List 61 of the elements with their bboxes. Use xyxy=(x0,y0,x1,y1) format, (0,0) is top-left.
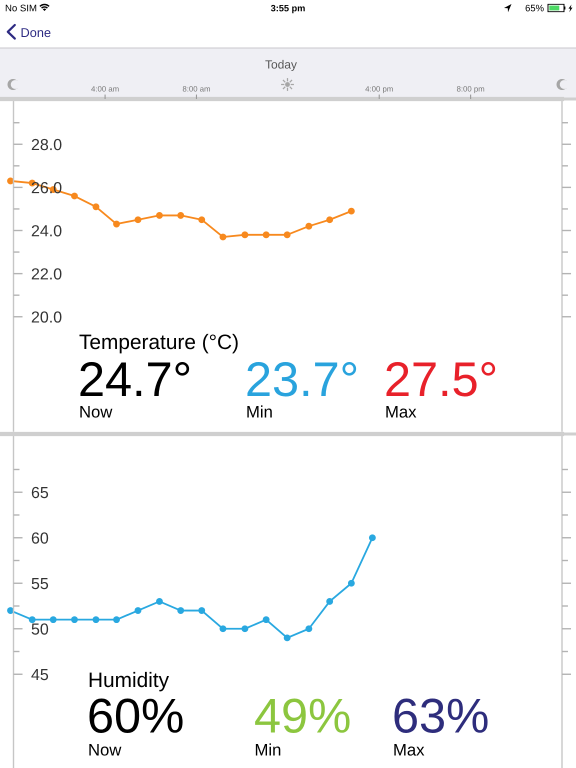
y-tick-label: 60 xyxy=(32,532,48,544)
point xyxy=(177,607,184,614)
point xyxy=(284,231,291,238)
x-axis-title: Today xyxy=(265,60,297,72)
annotation: Now xyxy=(89,744,122,756)
text: Humidity xyxy=(90,672,169,692)
point xyxy=(198,216,206,224)
annotation: Min xyxy=(256,743,280,756)
y-tick-label: 45 xyxy=(31,669,48,680)
point xyxy=(305,625,312,632)
point xyxy=(7,607,14,614)
point xyxy=(156,212,163,219)
point xyxy=(156,598,163,605)
point xyxy=(305,222,312,230)
point xyxy=(177,212,184,219)
point xyxy=(348,208,355,215)
point xyxy=(198,607,206,614)
annotation: Now xyxy=(80,406,112,418)
point xyxy=(92,203,100,210)
point xyxy=(71,616,78,624)
annotation: 23.7° xyxy=(247,362,356,396)
text: No SIM xyxy=(6,4,36,12)
point xyxy=(348,580,355,587)
point xyxy=(326,598,334,605)
annotation: Max xyxy=(394,744,424,756)
y-tick-label: 28.0 xyxy=(32,138,62,150)
point xyxy=(220,625,226,632)
y-tick-label: 65 xyxy=(32,486,48,498)
point xyxy=(28,616,36,624)
y-tick-label: 22.0 xyxy=(32,268,62,280)
annotation: 60% xyxy=(89,698,183,733)
point xyxy=(242,625,248,632)
text: 65% xyxy=(526,4,544,12)
annotation: 49% xyxy=(255,698,350,733)
point xyxy=(326,216,334,224)
point xyxy=(134,216,142,224)
point xyxy=(134,607,142,614)
point xyxy=(262,231,270,238)
annotation: 24.7° xyxy=(80,362,190,396)
point xyxy=(7,178,14,184)
point xyxy=(113,616,120,624)
annotation: 27.5° xyxy=(386,362,496,396)
annotation: Max xyxy=(386,406,416,418)
point xyxy=(50,616,57,624)
point xyxy=(242,231,248,238)
annotation: 63% xyxy=(394,698,488,733)
point xyxy=(92,616,100,624)
text: 3:55 pm xyxy=(270,4,305,14)
point xyxy=(284,634,291,642)
point xyxy=(71,192,78,200)
y-tick-label: 20.0 xyxy=(32,311,62,323)
text: Temperature (°C) xyxy=(79,334,238,354)
point xyxy=(113,220,120,228)
point xyxy=(262,616,270,624)
text: Done xyxy=(22,28,50,38)
annotation: Min xyxy=(247,405,272,418)
y-tick-label: 50 xyxy=(32,623,48,635)
y-tick-label: 24.0 xyxy=(32,225,62,236)
point xyxy=(220,234,226,240)
point xyxy=(368,534,376,542)
y-tick-label: 55 xyxy=(32,578,48,590)
